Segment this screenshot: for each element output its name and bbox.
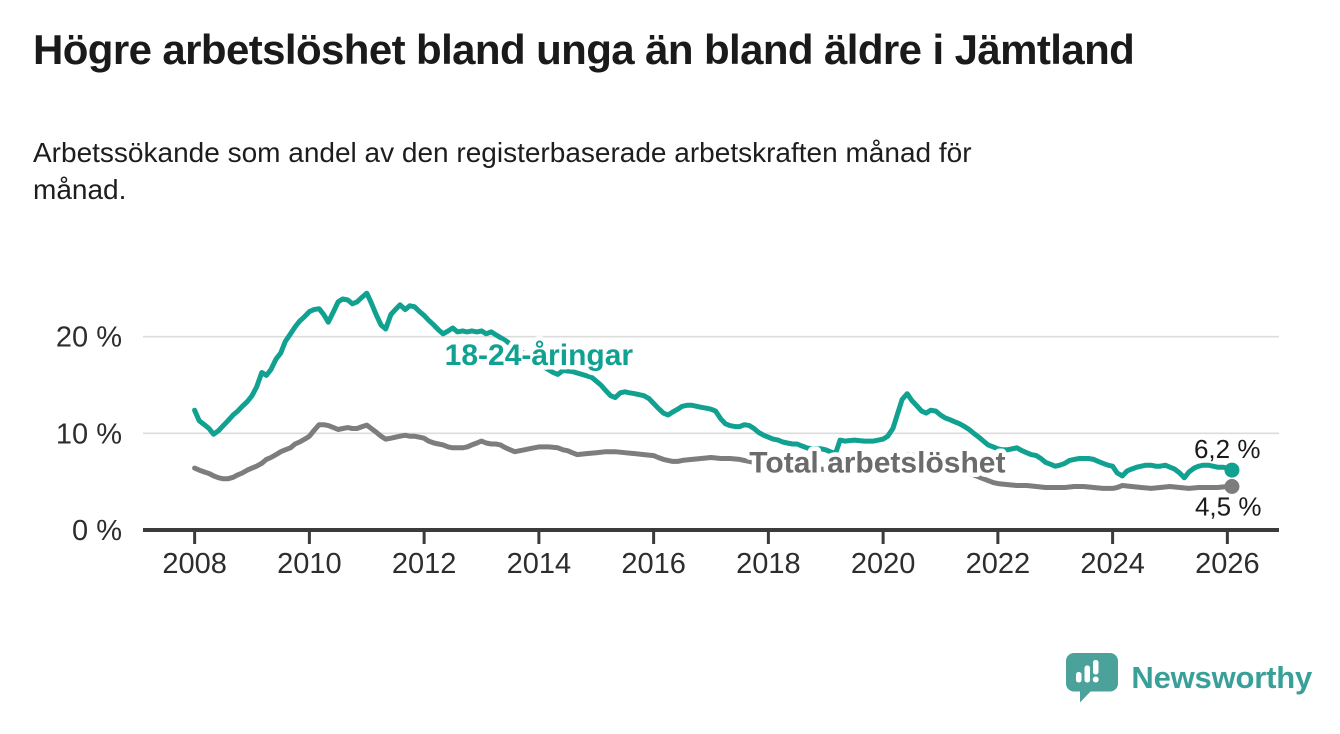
x-tick-label: 2010: [277, 548, 342, 580]
series-line-total-arbetsl-shet: [192, 422, 1235, 491]
newsworthy-brand-text: Newsworthy: [1131, 660, 1312, 695]
x-tick-label: 2024: [1080, 548, 1145, 580]
x-tick-label: 2016: [621, 548, 686, 580]
x-tick-label: 2012: [392, 548, 457, 580]
newsworthy-logo: Newsworthy: [1066, 652, 1312, 704]
logo-bar-tall: [1093, 660, 1099, 675]
logo-bubble-shape: [1066, 653, 1119, 703]
series-line-18-24-ringar: [192, 290, 1235, 481]
x-tick-label: 2008: [162, 548, 227, 580]
x-tick-label: 2018: [736, 548, 801, 580]
series-label-total-arbetsl-shet: Total arbetslöshet: [749, 446, 1005, 479]
series-label-18-24-ringar: 18-24-åringar: [445, 339, 634, 372]
y-tick-label: 0 %: [72, 515, 122, 547]
x-tick-label: 2026: [1195, 548, 1260, 580]
logo-exclamation-dot: [1093, 676, 1100, 683]
logo-bar-small: [1076, 672, 1082, 683]
y-tick-label: 10 %: [56, 418, 122, 450]
x-tick-label: 2022: [966, 548, 1031, 580]
newsworthy-logo-icon: [1066, 653, 1119, 703]
page-title: Högre arbetslöshet bland unga än bland ä…: [33, 26, 1135, 73]
x-tick-label: 2014: [507, 548, 572, 580]
chart-subtitle: Arbetssökande som andel av den registerb…: [33, 137, 972, 206]
x-tick-label: 2020: [851, 548, 916, 580]
end-dot: [1224, 462, 1240, 478]
end-value-label: 4,5 %: [1195, 492, 1262, 522]
end-dot: [1224, 479, 1240, 495]
end-value-label: 6,2 %: [1194, 434, 1261, 464]
y-tick-label: 20 %: [56, 322, 122, 354]
logo-bar-medium: [1084, 665, 1091, 683]
